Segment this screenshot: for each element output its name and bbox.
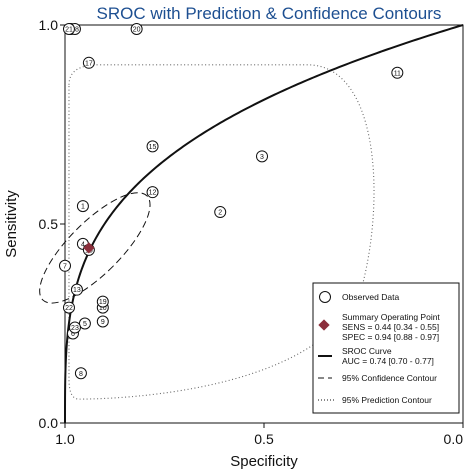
study-point-marker xyxy=(62,22,75,35)
study-point-11: 11 xyxy=(391,66,404,79)
study-point-21: 21 xyxy=(62,22,75,35)
study-point-8: 8 xyxy=(74,367,87,380)
study-point-marker xyxy=(76,200,89,213)
study-point-19: 19 xyxy=(96,295,109,308)
study-point-marker xyxy=(391,66,404,79)
y-tick-label: 0.5 xyxy=(39,216,59,232)
study-point-marker xyxy=(96,315,109,328)
x-tick-label: 1.0 xyxy=(55,431,75,447)
axis-ticks: 1.0 0.5 0.0 0.0 0.5 1.0 xyxy=(39,17,464,447)
legend-confidence-label: 95% Confidence Contour xyxy=(342,373,437,383)
legend-summary-sens: SENS = 0.44 [0.34 - 0.55] xyxy=(342,322,439,332)
legend-box xyxy=(312,282,460,414)
study-point-3: 3 xyxy=(256,150,269,163)
study-point-marker xyxy=(70,283,83,296)
study-point-label: 10 xyxy=(99,305,107,312)
confidence-contour xyxy=(39,192,151,304)
study-point-marker xyxy=(82,56,95,69)
study-point-marker xyxy=(59,259,71,272)
study-point-marker xyxy=(62,301,75,314)
study-point-17: 17 xyxy=(82,56,95,69)
study-point-20: 20 xyxy=(130,22,143,35)
study-point-marker xyxy=(146,140,159,153)
legend-summary-spec: SPEC = 0.94 [0.88 - 0.97] xyxy=(342,332,439,342)
y-tick-label: 1.0 xyxy=(39,17,59,33)
study-point-label: 20 xyxy=(133,26,141,33)
legend: Observed Data Summary Operating Point SE… xyxy=(312,282,460,414)
study-point-label: 17 xyxy=(85,60,93,67)
study-point-label: 19 xyxy=(99,299,107,306)
study-point-label: 15 xyxy=(149,144,157,151)
study-point-marker xyxy=(146,186,159,199)
legend-summary-title: Summary Operating Point xyxy=(342,312,440,322)
study-point-label: 18 xyxy=(71,26,79,33)
study-point-15: 15 xyxy=(146,140,159,153)
study-point-7: 7 xyxy=(59,259,71,272)
y-tick-label: 0.0 xyxy=(39,415,59,431)
legend-sroc-auc: AUC = 0.74 [0.70 - 0.77] xyxy=(342,356,434,366)
legend-observed-symbol xyxy=(319,291,331,303)
study-point-label: 22 xyxy=(65,305,73,312)
study-point-label: 23 xyxy=(71,325,79,332)
chart-title: SROC with Prediction & Confidence Contou… xyxy=(97,4,442,23)
study-point-label: 5 xyxy=(83,321,87,328)
study-point-marker xyxy=(68,321,81,334)
study-point-label: 3 xyxy=(260,154,264,161)
legend-sroc-title: SROC Curve xyxy=(342,346,392,356)
study-point-12: 12 xyxy=(146,186,159,199)
legend-prediction-label: 95% Prediction Contour xyxy=(342,395,432,405)
study-point-marker xyxy=(214,206,227,219)
study-point-marker xyxy=(96,295,109,308)
study-point-label: 21 xyxy=(65,26,73,33)
x-tick-label: 0.5 xyxy=(254,431,274,447)
study-point-label: 8 xyxy=(79,371,83,378)
study-point-label: 13 xyxy=(73,287,81,294)
legend-summary-symbol xyxy=(318,319,330,331)
study-point-5: 5 xyxy=(78,317,91,330)
study-point-label: 9 xyxy=(101,319,105,326)
confidence-contour-layer xyxy=(39,192,151,304)
study-point-1: 1 xyxy=(76,200,89,213)
study-point-marker xyxy=(130,22,143,35)
study-point-9: 9 xyxy=(96,315,109,328)
study-point-label: 6 xyxy=(71,331,75,338)
study-point-label: 12 xyxy=(149,190,157,197)
study-point-label: 7 xyxy=(63,263,67,270)
study-point-22: 22 xyxy=(62,301,75,314)
study-point-2: 2 xyxy=(214,206,227,219)
study-point-13: 13 xyxy=(70,283,83,296)
legend-observed-label: Observed Data xyxy=(342,292,399,302)
x-tick-label: 0.0 xyxy=(444,431,464,447)
x-axis-label: Specificity xyxy=(230,453,298,470)
study-point-label: 4 xyxy=(81,241,85,248)
y-axis-label: Sensitivity xyxy=(3,190,20,258)
study-point-label: 11 xyxy=(394,70,401,77)
study-point-23: 23 xyxy=(68,321,81,334)
study-point-marker xyxy=(256,150,269,163)
study-point-label: 2 xyxy=(218,210,222,217)
study-point-marker xyxy=(74,367,87,380)
study-point-label: 1 xyxy=(81,204,85,211)
